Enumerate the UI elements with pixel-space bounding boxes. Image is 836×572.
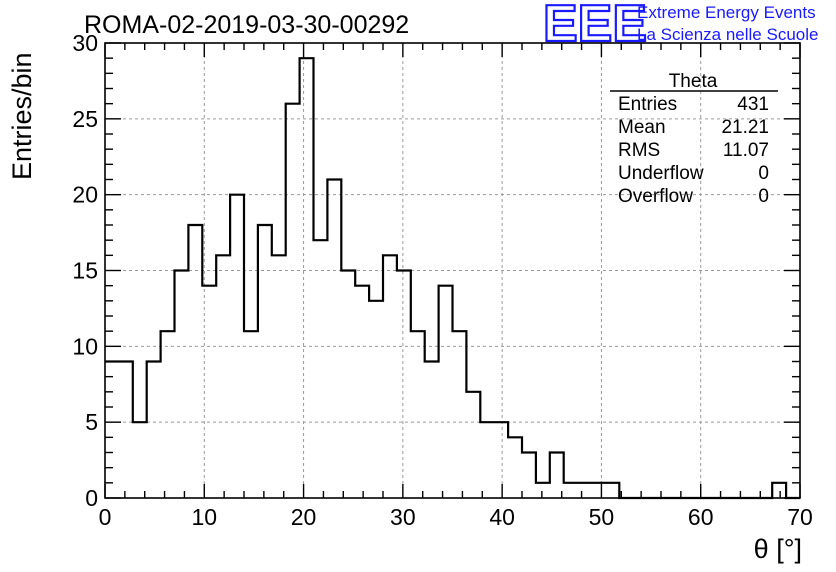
histogram-bin: [300, 58, 314, 498]
histogram-bin: [355, 286, 369, 498]
stats-value-rms: 11.07: [723, 140, 769, 161]
histogram-bin: [327, 180, 341, 499]
histogram-outline: [105, 57, 800, 500]
stats-label-underflow: Underflow: [618, 163, 704, 184]
histogram-bin: [314, 240, 328, 498]
stats-value-entries: 431: [737, 94, 769, 115]
stats-value-overflow: 0: [758, 186, 769, 207]
histogram-bin: [536, 483, 550, 498]
stats-label-overflow: Overflow: [618, 186, 693, 207]
histogram-bin: [175, 271, 189, 499]
x-tick-label: 20: [291, 504, 317, 530]
stats-label-rms: RMS: [618, 140, 660, 161]
histogram-bin: [508, 437, 522, 498]
histogram-bin: [480, 422, 494, 498]
logo-line-2: La Scienza nelle Scuole: [637, 25, 818, 44]
histogram-bin: [133, 422, 147, 498]
y-tick-label: 5: [85, 409, 98, 435]
stats-title: Theta: [669, 71, 718, 92]
y-axis-title: Entries/bin: [7, 52, 37, 180]
histogram-bin: [592, 483, 606, 498]
histogram-bin: [439, 286, 453, 498]
histogram-bin: [369, 301, 383, 498]
histogram-bin: [119, 362, 133, 499]
y-tick-label: 15: [72, 258, 98, 284]
axes: 0 10 20 30 40 50 60 70 0 5 10 15 20 25 30: [72, 30, 812, 530]
stats-label-mean: Mean: [618, 117, 666, 138]
stats-value-underflow: 0: [758, 163, 769, 184]
histogram-bin: [578, 483, 592, 498]
histogram-bin: [453, 331, 467, 498]
x-tick-label: 10: [191, 504, 217, 530]
histogram-bin: [105, 362, 119, 499]
x-tick-label: 40: [489, 504, 515, 530]
histogram-bin: [411, 331, 425, 498]
x-tick-label: 0: [99, 504, 112, 530]
x-tick-label: 30: [390, 504, 416, 530]
x-axis-title: θ [°]: [754, 534, 802, 564]
x-tick-label: 50: [589, 504, 615, 530]
y-tick-label: 0: [85, 485, 98, 511]
histogram-bin: [522, 453, 536, 499]
histogram-bin: [466, 392, 480, 498]
y-tick-label: 25: [72, 106, 98, 132]
histogram-bin: [147, 362, 161, 499]
histogram-bin: [216, 255, 230, 498]
histogram-bin: [425, 362, 439, 499]
grid-lines: [105, 43, 800, 498]
stats-value-mean: 21.21: [721, 117, 769, 138]
histogram-bin: [341, 271, 355, 499]
histogram-bin: [383, 255, 397, 498]
stats-label-entries: Entries: [618, 94, 677, 115]
logo-line-1: Extreme Energy Events: [637, 3, 816, 22]
histogram-bin: [286, 104, 300, 498]
histogram-bin: [494, 422, 508, 498]
stats-box: Theta Entries 431 Mean 21.21 RMS 11.07 U…: [610, 71, 778, 207]
y-tick-label: 10: [72, 333, 98, 359]
y-tick-label: 30: [72, 30, 98, 56]
histogram-bin: [258, 225, 272, 498]
eee-logo-mark: EEE: [543, 0, 647, 53]
histogram-bin: [188, 225, 202, 498]
histogram-bin: [161, 331, 175, 498]
histogram-bin: [272, 255, 286, 498]
y-tick-label: 20: [72, 182, 98, 208]
eee-logo: EEE Extreme Energy Events La Scienza nel…: [542, 0, 819, 54]
chart-title: ROMA-02-2019-03-30-00292: [84, 11, 409, 39]
histogram-bin: [772, 483, 786, 498]
histogram-bin: [397, 271, 411, 499]
histogram-bin: [244, 331, 258, 498]
histogram-bars: [105, 57, 800, 500]
histogram-bin: [564, 483, 578, 498]
histogram-bin: [605, 483, 619, 498]
x-tick-label: 60: [688, 504, 714, 530]
x-tick-label: 70: [787, 504, 813, 530]
